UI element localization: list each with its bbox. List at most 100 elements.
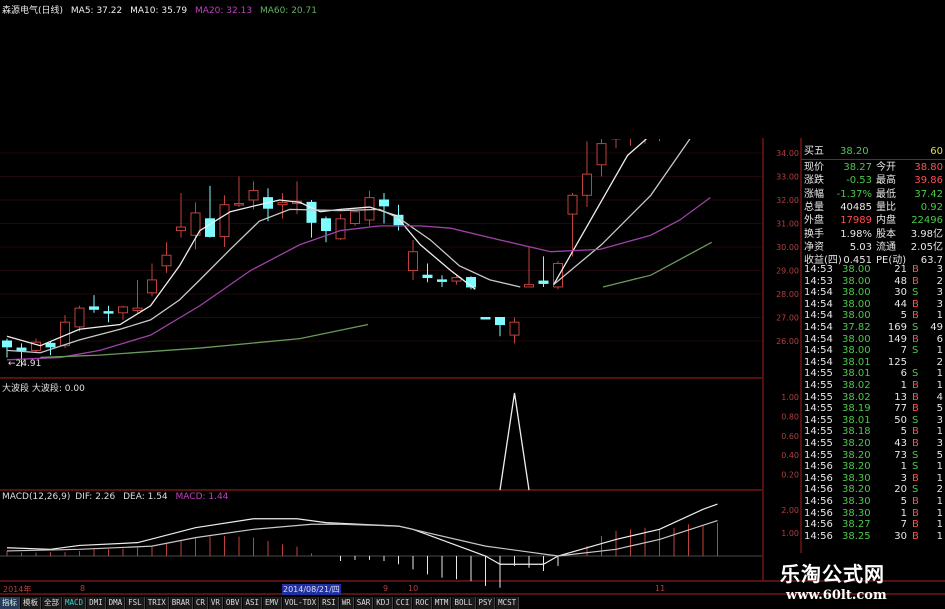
trade-time: 14:55 xyxy=(804,391,833,403)
quote-label: 量比 xyxy=(876,201,896,213)
tab-mtm[interactable]: MTM xyxy=(432,597,452,609)
tab-macd[interactable]: MACD xyxy=(63,597,87,609)
candle-body xyxy=(364,197,375,221)
tab-dma[interactable]: DMA xyxy=(106,597,126,609)
tab-wr[interactable]: WR xyxy=(339,597,354,609)
trade-time: 14:56 xyxy=(804,519,833,531)
ma10-line xyxy=(6,208,521,354)
ma5-value: MA5: 37.22 xyxy=(70,6,123,16)
trade-count: 1 xyxy=(936,426,943,438)
ma5-line xyxy=(6,199,476,347)
candle xyxy=(350,209,360,226)
time-axis-month: 10 xyxy=(408,584,419,593)
quote-value: 5.03 xyxy=(849,241,872,253)
candle xyxy=(480,317,491,320)
trade-side: B xyxy=(912,438,919,449)
tab-cr[interactable]: CR xyxy=(193,597,208,609)
candle xyxy=(248,181,259,210)
candle-body xyxy=(567,194,578,215)
trade-side: S xyxy=(912,368,919,380)
candle xyxy=(596,139,607,177)
candle xyxy=(74,305,85,332)
trade-volume: 7 xyxy=(900,345,907,357)
tab-obv[interactable]: OBV xyxy=(223,597,243,609)
trade-price: 38.20 xyxy=(842,449,871,461)
candle-body xyxy=(103,311,114,314)
trade-count: 3 xyxy=(936,287,943,299)
candle-body xyxy=(422,274,433,279)
trade-count: 2 xyxy=(936,275,943,287)
trade-time: 14:56 xyxy=(804,507,833,519)
y-tick-label: 1.00 xyxy=(781,393,799,402)
quote-value: 38.80 xyxy=(914,162,943,173)
tab-指标[interactable]: 指标 xyxy=(0,597,20,609)
trade-side: B xyxy=(912,275,919,287)
tab-mcst[interactable]: MCST xyxy=(496,597,520,609)
tab-sar[interactable]: SAR xyxy=(354,597,374,609)
y-tick-label: 0.40 xyxy=(781,451,799,460)
tab-全部[interactable]: 全部 xyxy=(42,597,62,609)
candle-body xyxy=(495,317,505,326)
trade-time: 14:55 xyxy=(804,368,833,380)
tab-vr[interactable]: VR xyxy=(208,597,223,609)
tab-emv[interactable]: EMV xyxy=(262,597,282,609)
tab-rsi[interactable]: RSI xyxy=(320,597,339,609)
trade-price: 38.20 xyxy=(842,461,871,473)
tab-asi[interactable]: ASI xyxy=(243,597,262,609)
trade-time: 14:55 xyxy=(804,403,833,415)
dif-value: DIF: 2.26 xyxy=(75,492,116,502)
quote-label: PE(动) xyxy=(876,255,907,267)
trade-volume: 30 xyxy=(894,287,907,299)
tab-brar[interactable]: BRAR xyxy=(169,597,193,609)
candle xyxy=(161,242,172,273)
tab-boll[interactable]: BOLL xyxy=(452,597,476,609)
tab-fsl[interactable]: FSL xyxy=(126,597,145,609)
ma5-line xyxy=(553,139,647,285)
trade-side: S xyxy=(912,484,919,496)
candle-body xyxy=(480,317,491,320)
trade-time: 14:54 xyxy=(804,298,833,310)
tab-模板[interactable]: 模板 xyxy=(21,597,41,609)
candle xyxy=(103,305,114,323)
trade-volume: 3 xyxy=(900,472,907,484)
time-axis-month: 11 xyxy=(655,584,666,593)
trade-count: 5 xyxy=(936,449,943,461)
tab-psy[interactable]: PSY xyxy=(476,597,496,609)
candle-body xyxy=(132,307,143,311)
tab-trix[interactable]: TRIX xyxy=(145,597,169,609)
tab-kdj[interactable]: KDJ xyxy=(374,597,393,609)
candle xyxy=(190,202,201,250)
candle-body xyxy=(655,132,664,134)
trade-count: 4 xyxy=(936,391,943,403)
trade-price: 38.18 xyxy=(842,426,871,438)
trade-side: B xyxy=(912,298,919,310)
trade-volume: 21 xyxy=(894,264,907,275)
candle-body xyxy=(626,134,635,136)
quote-label: 流通 xyxy=(876,241,896,253)
candle xyxy=(306,200,317,238)
tab-cci[interactable]: CCI xyxy=(393,597,413,609)
trade-time: 14:54 xyxy=(804,333,833,345)
cursor-date: 2014/08/21/四 xyxy=(282,584,341,595)
dea-value: DEA: 1.54 xyxy=(123,492,168,502)
trade-price: 38.00 xyxy=(842,310,871,322)
tab-vol-tdx[interactable]: VOL-TDX xyxy=(282,597,320,609)
trade-count: 3 xyxy=(936,264,943,275)
trade-side: S xyxy=(912,345,919,357)
trade-side: B xyxy=(912,507,919,519)
candle xyxy=(567,192,578,257)
trade-count: 1 xyxy=(936,496,943,507)
tab-roc[interactable]: ROC xyxy=(413,597,432,609)
candle-body xyxy=(16,347,27,351)
y-tick-label: 0.20 xyxy=(781,471,799,480)
bid5-price: 38.20 xyxy=(840,146,869,157)
quote-label: 内盘 xyxy=(876,215,896,227)
trade-volume: 44 xyxy=(894,298,907,310)
trade-time: 14:54 xyxy=(804,356,833,368)
trade-side: S xyxy=(912,322,919,333)
candle xyxy=(234,176,244,208)
quote-value: 22496 xyxy=(911,215,943,227)
tab-dmi[interactable]: DMI xyxy=(87,597,106,609)
candle-body xyxy=(335,218,346,240)
